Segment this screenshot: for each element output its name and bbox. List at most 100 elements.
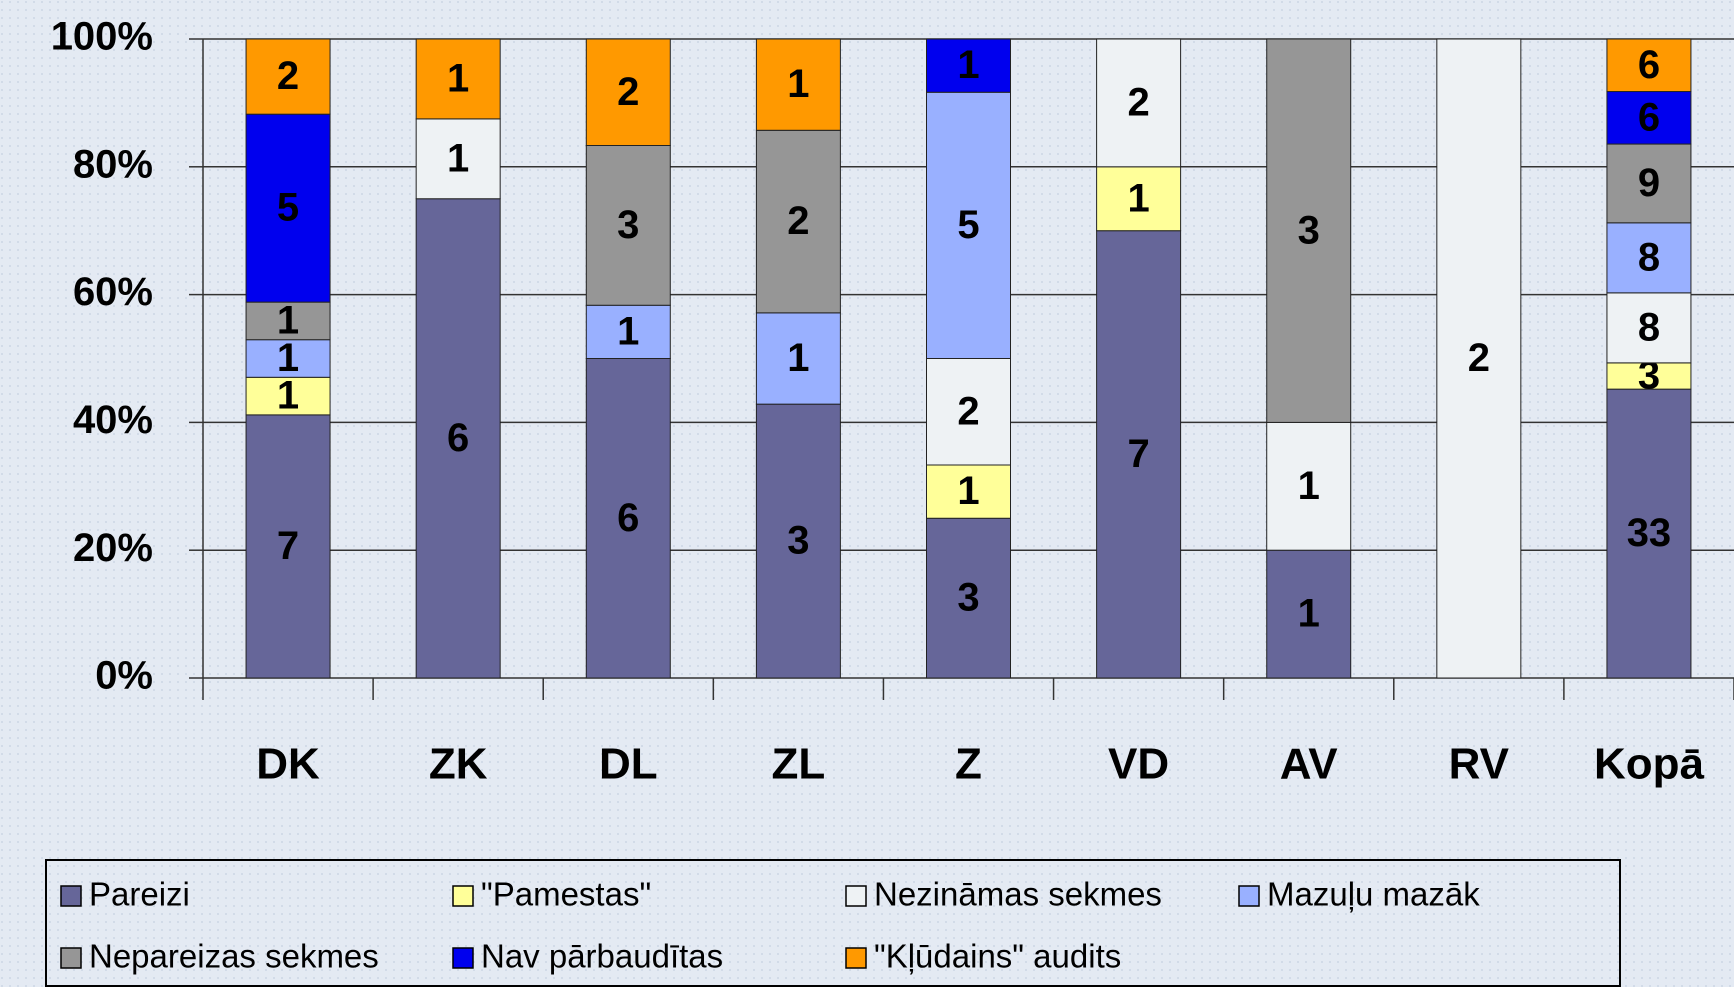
- data-label: 7: [277, 524, 299, 568]
- x-tick-label: DL: [599, 740, 658, 789]
- data-label: 1: [447, 136, 469, 180]
- data-label: 6: [1638, 43, 1660, 87]
- bar-segment: [585, 304, 671, 359]
- bar-segment: [1606, 91, 1692, 145]
- bar-segment: [245, 113, 331, 303]
- bar-segment: [1606, 38, 1692, 93]
- bar-segment: [585, 38, 671, 146]
- bar-segment: [1096, 166, 1182, 232]
- data-label: 1: [277, 298, 299, 342]
- x-tick-label: Z: [955, 740, 982, 789]
- legend-label: "Kļūdains" audits: [874, 938, 1121, 975]
- data-label: 1: [957, 469, 979, 513]
- x-tick-label: ZL: [772, 740, 826, 789]
- legend-box: [45, 859, 1621, 987]
- y-tick-label: 20%: [73, 526, 153, 570]
- bar-segment: [1266, 38, 1352, 423]
- data-label: 3: [787, 519, 809, 563]
- bar-segment: [755, 312, 841, 405]
- x-tick-label: ZK: [429, 740, 488, 789]
- bar-segment: [926, 38, 1011, 93]
- data-label: 3: [957, 576, 979, 620]
- legend-label: Nepareizas sekmes: [89, 938, 379, 975]
- y-tick-label: 100%: [51, 15, 153, 59]
- bar-segment: [1096, 230, 1182, 679]
- data-label: 1: [1127, 176, 1149, 220]
- y-tick-label: 80%: [73, 142, 153, 186]
- bar-segment: [585, 145, 671, 306]
- bar-segment: [755, 38, 841, 131]
- data-label: 1: [447, 57, 469, 101]
- data-label: 1: [787, 62, 809, 106]
- bar-segment: [1436, 38, 1522, 679]
- data-label: 1: [1298, 464, 1320, 508]
- legend-swatch: [452, 885, 474, 907]
- bar-segment: [1606, 222, 1692, 294]
- data-label: 2: [617, 70, 639, 114]
- data-label: 1: [617, 309, 639, 353]
- y-tick-label: 0%: [95, 654, 153, 698]
- data-label: 7: [1127, 432, 1149, 476]
- data-label: 2: [1127, 80, 1149, 124]
- data-label: 1: [277, 374, 299, 418]
- bar-segment: [926, 464, 1011, 519]
- x-tick-label: Kopā: [1594, 740, 1705, 789]
- data-label: 1: [277, 336, 299, 380]
- data-label: 6: [447, 416, 469, 460]
- legend-label: Pareizi: [89, 876, 190, 913]
- x-tick-label: RV: [1449, 740, 1510, 789]
- x-tick-label: AV: [1280, 740, 1339, 789]
- data-label: 9: [1638, 161, 1660, 205]
- data-label: 8: [1638, 305, 1660, 349]
- x-tick-label: VD: [1108, 740, 1169, 789]
- legend-swatch: [845, 885, 867, 907]
- legend-swatch: [60, 885, 82, 907]
- data-label: 1: [957, 43, 979, 87]
- bar-segment: [245, 414, 331, 679]
- data-label: 6: [1638, 95, 1660, 139]
- data-label: 3: [1638, 354, 1660, 398]
- legend-swatch: [452, 947, 474, 969]
- y-tick-label: 40%: [73, 398, 153, 442]
- bar-segment: [926, 517, 1011, 679]
- bar-segment: [415, 118, 501, 200]
- legend-swatch: [60, 947, 82, 969]
- data-label: 1: [787, 336, 809, 380]
- x-tick-label: DK: [256, 740, 320, 789]
- legend-label: Nezināmas sekmes: [874, 876, 1162, 913]
- bar-segment: [1096, 38, 1182, 168]
- data-label: 2: [277, 54, 299, 98]
- data-label: 2: [957, 389, 979, 433]
- bar-segment: [585, 358, 671, 679]
- y-tick-label: 60%: [73, 270, 153, 314]
- bar-segment: [415, 38, 501, 120]
- data-label: 5: [957, 203, 979, 247]
- bar-segment: [926, 91, 1011, 359]
- bar-segment: [926, 358, 1011, 466]
- bar-segment: [755, 403, 841, 679]
- legend-label: Nav pārbaudītas: [481, 938, 723, 975]
- bar-segment: [245, 301, 331, 341]
- bar-segment: [1606, 143, 1692, 224]
- legend-swatch: [1238, 885, 1260, 907]
- data-label: 5: [277, 186, 299, 230]
- data-label: 2: [1468, 336, 1490, 380]
- bar-segment: [1606, 292, 1692, 364]
- data-label: 6: [617, 496, 639, 540]
- bar-segment: [245, 376, 331, 416]
- data-label: 8: [1638, 235, 1660, 279]
- bar-segment: [245, 38, 331, 115]
- bar-segment: [1266, 421, 1352, 551]
- data-label: 1: [1298, 592, 1320, 636]
- bar-segment: [1606, 388, 1692, 679]
- legend-label: "Pamestas": [481, 876, 651, 913]
- bar-segment: [755, 129, 841, 314]
- data-label: 2: [787, 199, 809, 243]
- data-label: 3: [1298, 208, 1320, 252]
- legend-label: Mazuļu mazāk: [1267, 876, 1480, 913]
- data-label: 3: [617, 203, 639, 247]
- data-label: 33: [1627, 511, 1672, 555]
- legend-swatch: [845, 947, 867, 969]
